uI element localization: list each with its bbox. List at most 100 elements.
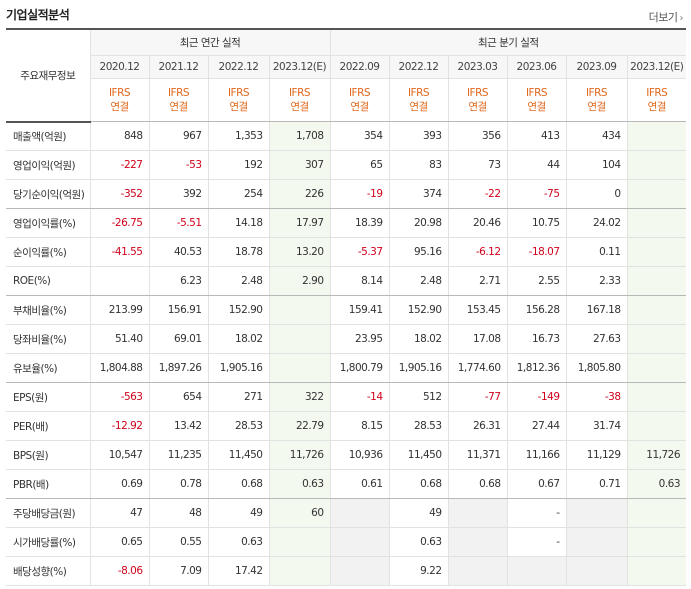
table-row: PBR(배) 0.69 0.78 0.68 0.63 0.61 0.68 0.68 0.67 0.… [6, 469, 687, 499]
table-cell [507, 556, 567, 586]
table-cell: 152.90 [389, 295, 449, 325]
more-label[interactable]: 더보기 [648, 11, 678, 24]
table-cell [269, 353, 331, 383]
consolidated-label: 연결 [110, 101, 129, 113]
table-cell: 2.55 [507, 266, 567, 296]
row-label: EPS(원) [6, 382, 91, 412]
more-link[interactable]: 더보기 › [648, 9, 684, 25]
table-cell: 0.78 [149, 469, 209, 499]
table-cell: 967 [149, 121, 209, 151]
consolidated-label: 연결 [229, 101, 248, 113]
table-cell: 18.02 [208, 324, 270, 354]
table-cell: 69.01 [149, 324, 209, 354]
table-cell: 60 [269, 498, 331, 528]
table-cell: 31.74 [566, 411, 628, 441]
row-label: 주당배당금(원) [6, 498, 91, 528]
table-cell: 0.65 [90, 527, 150, 557]
column-date: 2023.03 [448, 55, 508, 79]
table-cell: 9.22 [389, 556, 449, 586]
table-cell [627, 295, 687, 325]
ifrs-label: IFRS [348, 87, 371, 99]
table-cell: 156.91 [149, 295, 209, 325]
table-cell: 1,805.80 [566, 353, 628, 383]
table-cell [627, 237, 687, 267]
table-cell: 0.63 [208, 527, 270, 557]
consolidated-label: 연결 [350, 101, 369, 113]
table-cell: -53 [149, 150, 209, 180]
table-cell: -38 [566, 382, 628, 412]
table-cell: 156.28 [507, 295, 567, 325]
table-cell: 1,812.36 [507, 353, 567, 383]
table-cell: 1,708 [269, 121, 331, 151]
chevron-right-icon: › [679, 13, 684, 24]
row-label: 영업이익률(%) [6, 208, 91, 238]
row-label: PBR(배) [6, 469, 91, 499]
table-cell: 413 [507, 121, 567, 151]
table-cell [269, 527, 331, 557]
table-cell: 307 [269, 150, 331, 180]
table-cell: 1,905.16 [208, 353, 270, 383]
ifrs-basis: IFRS 연결 [627, 78, 687, 122]
table-cell: -6.12 [448, 237, 508, 267]
table-cell: 11,166 [507, 440, 567, 470]
ifrs-basis: IFRS 연결 [566, 78, 628, 122]
ifrs-basis: IFRS 연결 [448, 78, 508, 122]
row-label: PER(배) [6, 411, 91, 441]
table-cell: 0 [566, 179, 628, 209]
table-cell: 159.41 [330, 295, 390, 325]
row-label: ROE(%) [6, 266, 91, 296]
ifrs-label: IFRS [108, 87, 131, 99]
table-cell: 95.16 [389, 237, 449, 267]
section-title: 기업실적분석 [6, 8, 70, 22]
table-cell: 254 [208, 179, 270, 209]
table-row: 매출액(억원) 848 967 1,353 1,708 354 393 356 413 434 [6, 120, 687, 151]
table-row: 부채비율(%) 213.99 156.91 152.90 159.41 152.90 153… [6, 295, 687, 325]
table-cell [566, 556, 628, 586]
table-cell: -8.06 [90, 556, 150, 586]
table-cell: 1,905.16 [389, 353, 449, 383]
table-cell [627, 121, 687, 151]
table-cell: -5.51 [149, 208, 209, 238]
table-cell: 83 [389, 150, 449, 180]
table-cell: 28.53 [208, 411, 270, 441]
column-date: 2023.09 [566, 55, 628, 79]
table-cell: 14.18 [208, 208, 270, 238]
table-cell: -12.92 [90, 411, 150, 441]
table-cell: 0.55 [149, 527, 209, 557]
table-cell: 28.53 [389, 411, 449, 441]
ifrs-basis: IFRS 연결 [507, 78, 567, 122]
table-row: 영업이익률(%) -26.75 -5.51 14.18 17.97 18.39 20.98 2… [6, 208, 687, 238]
table-cell: 11,450 [208, 440, 270, 470]
table-cell: 0.71 [566, 469, 628, 499]
column-date: 2021.12 [149, 55, 209, 79]
consolidated-label: 연결 [468, 101, 487, 113]
table-cell: -41.55 [90, 237, 150, 267]
table-cell: 2.33 [566, 266, 628, 296]
column-date: 2022.12 [208, 55, 270, 79]
table-cell: 354 [330, 121, 390, 151]
column-date: 2022.09 [330, 55, 390, 79]
table-cell: -77 [448, 382, 508, 412]
consolidated-label: 연결 [409, 101, 428, 113]
corner-label: 주요재무정보 [6, 28, 91, 122]
row-label: 배당성향(%) [6, 556, 91, 586]
table-cell [448, 498, 508, 528]
table-cell: 0.61 [330, 469, 390, 499]
table-cell: 10,936 [330, 440, 390, 470]
row-label: 매출액(억원) [6, 120, 91, 151]
table-cell: 0.68 [448, 469, 508, 499]
table-cell: 27.44 [507, 411, 567, 441]
ifrs-label: IFRS [585, 87, 608, 99]
table-cell: 213.99 [90, 295, 150, 325]
table-cell [448, 556, 508, 586]
consolidated-label: 연결 [647, 101, 667, 113]
table-cell: 17.42 [208, 556, 270, 586]
section-header: 기업실적분석 더보기 › [0, 0, 691, 28]
table-cell [627, 208, 687, 238]
table-cell [627, 527, 687, 557]
table-cell [627, 266, 687, 296]
table-cell: 49 [389, 498, 449, 528]
table-cell [627, 324, 687, 354]
ifrs-basis: IFRS 연결 [90, 78, 150, 122]
table-cell: 11,450 [389, 440, 449, 470]
